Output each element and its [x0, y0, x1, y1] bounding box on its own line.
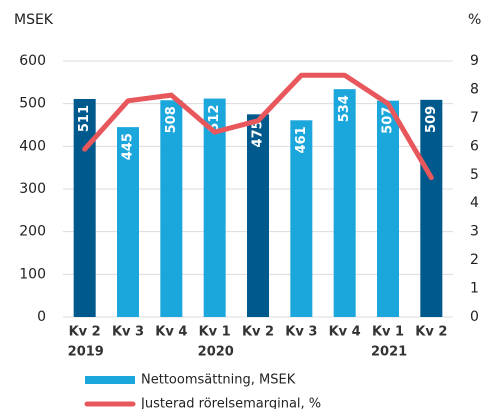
bar	[333, 89, 356, 317]
y2-axis-title: %	[468, 12, 481, 28]
value-label: 511	[77, 105, 92, 132]
x-tick-label: Kv 1	[372, 325, 404, 340]
value-label: 508	[164, 106, 179, 133]
x-tick-label: Kv 2	[242, 325, 274, 340]
y-axis-title: MSEK	[14, 12, 54, 28]
x-year-label: 2019	[68, 345, 104, 360]
y2-tick-label: 3	[470, 224, 479, 240]
x-year-label: 2020	[198, 345, 234, 360]
bar	[377, 100, 399, 318]
y-tick-label: 0	[37, 309, 46, 325]
y-tick-label: 500	[19, 96, 46, 112]
x-year-label: 2021	[371, 345, 407, 360]
x-tick-label: Kv 1	[199, 325, 231, 340]
x-tick-label: Kv 4	[329, 325, 361, 340]
y-tick-label: 400	[19, 138, 46, 154]
y-tick-label: 200	[19, 224, 46, 240]
y2-tick-label: 2	[470, 252, 479, 268]
bar	[420, 99, 443, 318]
bar	[290, 120, 313, 317]
x-tick-label: Kv 3	[285, 325, 317, 340]
y-tick-label: 600	[19, 53, 46, 69]
value-label: 461	[294, 126, 309, 153]
bar	[117, 127, 139, 317]
x-tick-label: Kv 2	[69, 325, 101, 340]
legend-label: Nettoomsättning, MSEK	[141, 373, 296, 388]
x-tick-label: Kv 3	[112, 325, 144, 340]
bar	[247, 114, 269, 317]
bar	[203, 98, 226, 318]
x-tick-label: Kv 4	[155, 325, 187, 340]
line	[82, 72, 434, 181]
y2-tick-label: 0	[470, 309, 479, 325]
bar	[73, 98, 96, 318]
y2-tick-label: 1	[470, 281, 479, 297]
y2-tick-label: 7	[470, 110, 479, 126]
legend-label: Justerad rörelsemarginal, %	[140, 397, 321, 409]
legend-swatch	[85, 376, 135, 384]
y2-tick-label: 8	[470, 81, 479, 97]
y-tick-label: 100	[19, 266, 46, 282]
value-label: 445	[121, 133, 136, 160]
x-tick-label: Kv 2	[415, 325, 447, 340]
value-label: 475	[251, 120, 266, 147]
y2-tick-label: 6	[470, 138, 479, 154]
y-tick-label: 300	[19, 181, 46, 197]
value-label: 512	[207, 105, 222, 132]
value-label: 534	[337, 95, 352, 122]
y2-tick-label: 9	[470, 53, 479, 69]
bar	[160, 100, 183, 318]
value-label: 509	[424, 106, 439, 133]
y2-tick-label: 4	[470, 195, 479, 211]
y2-tick-label: 5	[470, 167, 479, 183]
